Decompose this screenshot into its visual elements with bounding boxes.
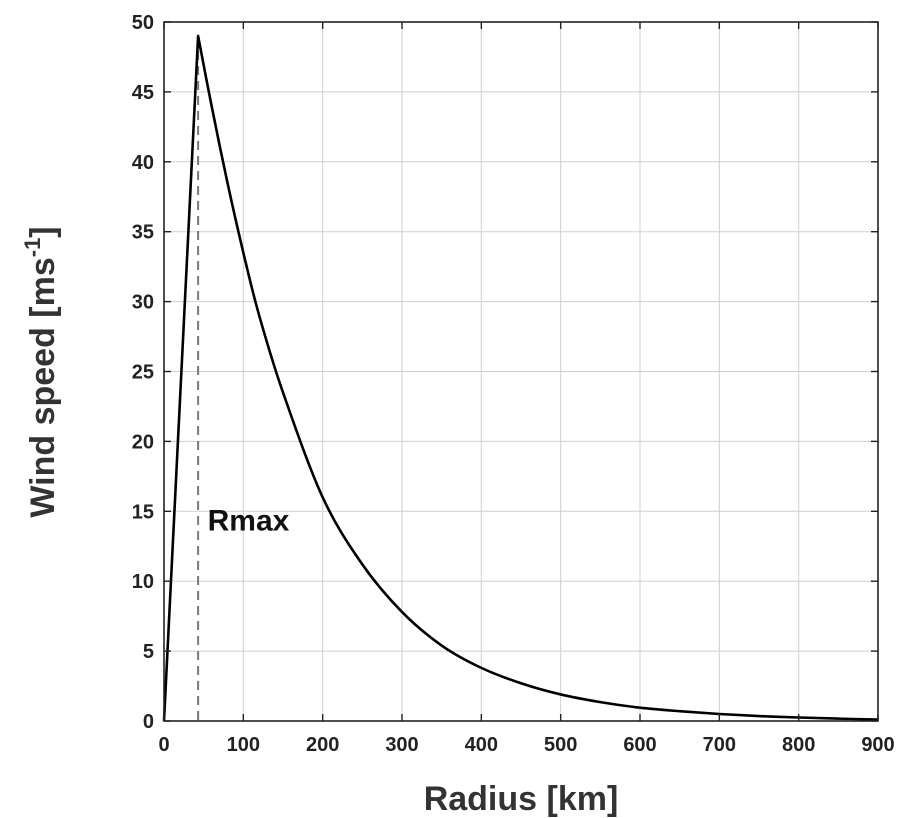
x-axis-ticks: 0 100 200 300 400 500 600 700 800 900 xyxy=(158,22,895,756)
y-tick-label: 40 xyxy=(132,152,154,174)
y-tick-label: 0 xyxy=(143,711,154,733)
y-axis-label-main: Wind speed [ms xyxy=(24,257,62,517)
y-axis-label: Wind speed [ms-1] xyxy=(20,226,62,517)
series-layer xyxy=(162,34,879,722)
x-tick-label: 300 xyxy=(385,734,418,756)
y-tick-label: 25 xyxy=(132,362,154,384)
y-tick-label: 10 xyxy=(132,571,154,593)
y-axis-ticks: 0 5 10 15 20 25 30 35 40 45 50 xyxy=(132,12,878,733)
y-tick-label: 50 xyxy=(132,12,154,34)
y-tick-label: 35 xyxy=(132,222,154,244)
y-tick-label: 5 xyxy=(143,641,154,663)
y-tick-label: 45 xyxy=(132,82,154,104)
y-axis-label-close: ] xyxy=(24,226,62,237)
x-tick-label: 500 xyxy=(544,734,577,756)
annotation-rmax: Rmax xyxy=(208,505,290,538)
y-tick-label: 20 xyxy=(132,431,154,453)
y-tick-label: 15 xyxy=(132,501,154,523)
y-tick-label: 30 xyxy=(132,292,154,314)
x-tick-label: 600 xyxy=(623,734,656,756)
x-tick-label: 100 xyxy=(227,734,260,756)
x-axis-label: Radius [km] xyxy=(424,780,619,818)
x-tick-label: 700 xyxy=(703,734,736,756)
y-axis-label-superscript: -1 xyxy=(20,238,45,258)
x-tick-label: 800 xyxy=(782,734,815,756)
x-tick-label: 900 xyxy=(861,734,894,756)
wind-speed-line xyxy=(162,34,879,722)
x-tick-label: 200 xyxy=(306,734,339,756)
grid-lines xyxy=(164,22,878,721)
x-tick-label: 0 xyxy=(158,734,169,756)
x-tick-label: 400 xyxy=(465,734,498,756)
